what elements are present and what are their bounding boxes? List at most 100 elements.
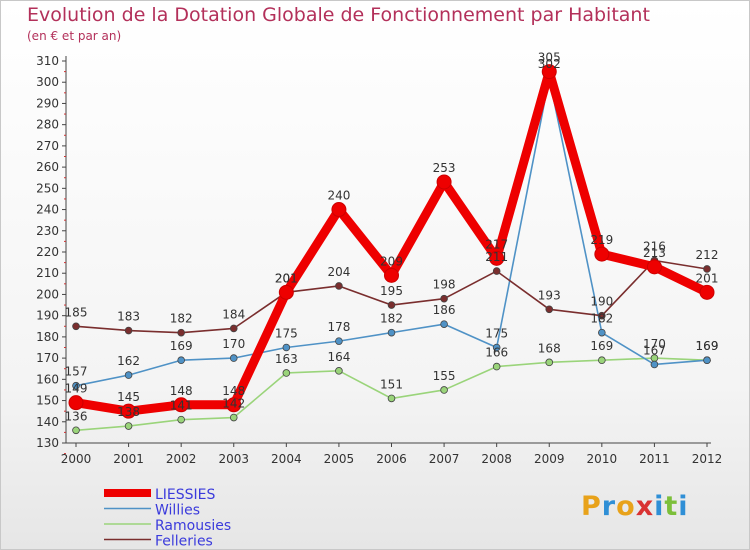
data-label-felleries: 195 bbox=[380, 284, 403, 298]
data-point-felleries bbox=[492, 267, 501, 275]
data-label-willies: 302 bbox=[538, 57, 561, 71]
data-point-ramousies bbox=[492, 362, 501, 371]
data-label-felleries: 212 bbox=[696, 248, 719, 262]
y-tick-label: 250 bbox=[36, 181, 59, 195]
y-tick-label: 190 bbox=[36, 309, 59, 323]
y-tick-label: 280 bbox=[36, 118, 59, 132]
data-label-liessies: 217 bbox=[485, 237, 508, 251]
data-point-felleries bbox=[72, 322, 80, 331]
data-point-willies bbox=[335, 337, 343, 345]
y-tick-label: 170 bbox=[36, 351, 59, 365]
data-label-liessies: 219 bbox=[590, 233, 613, 247]
data-point-felleries bbox=[440, 294, 448, 303]
x-tick-label: 2001 bbox=[113, 452, 144, 466]
data-label-ramousies: 166 bbox=[485, 346, 508, 360]
data-label-felleries: 182 bbox=[170, 312, 193, 326]
legend-label-felleries: Felleries bbox=[155, 534, 213, 550]
data-point-liessies bbox=[646, 259, 662, 275]
data-label-ramousies: 155 bbox=[433, 369, 456, 383]
data-label-willies: 182 bbox=[380, 312, 403, 326]
proxiti-logo: Proxiti bbox=[581, 491, 689, 522]
y-tick-label: 180 bbox=[36, 330, 59, 344]
data-point-willies bbox=[229, 354, 238, 362]
data-point-ramousies bbox=[177, 415, 185, 424]
data-point-willies bbox=[72, 381, 80, 390]
data-point-ramousies bbox=[545, 358, 554, 367]
x-tick-label: 2009 bbox=[534, 452, 565, 466]
data-label-felleries: 185 bbox=[65, 305, 88, 319]
chart-title: Evolution de la Dotation Globale de Fonc… bbox=[27, 4, 650, 26]
data-label-felleries: 216 bbox=[643, 239, 666, 253]
data-point-liessies bbox=[489, 250, 505, 266]
y-tick-label: 300 bbox=[36, 75, 59, 89]
logo-letter: x bbox=[635, 491, 655, 522]
data-label-willies: 170 bbox=[222, 337, 245, 351]
data-label-liessies: 213 bbox=[643, 246, 666, 260]
logo-letter: o bbox=[616, 491, 636, 522]
data-label-willies: 186 bbox=[433, 303, 456, 317]
data-point-liessies bbox=[541, 64, 557, 80]
y-tick-label: 260 bbox=[36, 160, 59, 174]
data-point-liessies bbox=[278, 284, 294, 300]
data-label-felleries: 184 bbox=[222, 307, 245, 321]
logo-letter: i bbox=[678, 491, 689, 522]
data-point-ramousies bbox=[598, 356, 606, 365]
data-point-willies bbox=[492, 343, 501, 352]
data-point-ramousies bbox=[124, 422, 133, 430]
y-tick-label: 160 bbox=[36, 372, 59, 386]
data-label-ramousies: 142 bbox=[222, 397, 245, 411]
data-label-ramousies: 169 bbox=[590, 339, 613, 353]
y-tick-label: 200 bbox=[36, 287, 59, 301]
data-label-liessies: 201 bbox=[696, 271, 719, 285]
data-label-felleries: 193 bbox=[538, 288, 561, 302]
data-point-willies bbox=[703, 356, 711, 365]
data-label-felleries: 190 bbox=[590, 295, 613, 309]
data-point-felleries bbox=[124, 326, 133, 335]
x-tick-label: 2011 bbox=[639, 452, 670, 466]
data-point-felleries bbox=[177, 328, 185, 337]
data-label-ramousies: 163 bbox=[275, 352, 298, 366]
data-label-felleries: 211 bbox=[485, 250, 508, 264]
x-tick-label: 2002 bbox=[166, 452, 197, 466]
data-point-felleries bbox=[598, 311, 606, 320]
data-label-ramousies: 151 bbox=[380, 377, 403, 391]
data-point-ramousies bbox=[335, 367, 343, 375]
data-label-felleries: 183 bbox=[117, 310, 140, 324]
data-label-liessies: 149 bbox=[65, 382, 88, 396]
data-point-ramousies bbox=[229, 413, 238, 422]
data-label-willies: 182 bbox=[590, 312, 613, 326]
data-point-ramousies bbox=[72, 426, 80, 435]
logo-letter: P bbox=[581, 491, 602, 522]
y-tick-label: 290 bbox=[36, 96, 59, 110]
data-label-liessies: 148 bbox=[222, 384, 245, 398]
data-label-willies: 162 bbox=[117, 354, 140, 368]
y-tick-label: 220 bbox=[36, 245, 59, 259]
legend-label-liessies: LIESSIES bbox=[155, 487, 216, 503]
legend-label-willies: Willies bbox=[155, 503, 200, 519]
data-point-ramousies bbox=[387, 394, 396, 403]
data-point-willies bbox=[124, 371, 133, 379]
data-point-ramousies bbox=[282, 369, 291, 377]
data-point-liessies bbox=[384, 267, 399, 283]
data-point-felleries bbox=[229, 324, 238, 333]
x-tick-label: 2005 bbox=[324, 452, 355, 466]
legend-label-ramousies: Ramousies bbox=[155, 518, 231, 534]
y-tick-label: 240 bbox=[36, 203, 59, 217]
x-tick-label: 2010 bbox=[587, 452, 618, 466]
data-label-liessies: 148 bbox=[170, 384, 193, 398]
data-label-ramousies: 168 bbox=[538, 341, 561, 355]
data-point-felleries bbox=[387, 301, 396, 309]
data-point-willies bbox=[598, 328, 606, 337]
y-tick-label: 230 bbox=[36, 224, 59, 238]
y-tick-label: 150 bbox=[36, 394, 59, 408]
data-point-willies bbox=[177, 356, 185, 365]
data-label-ramousies: 164 bbox=[327, 350, 350, 364]
data-label-ramousies: 136 bbox=[65, 409, 88, 423]
data-point-felleries bbox=[335, 282, 343, 290]
y-tick-label: 310 bbox=[36, 54, 59, 68]
data-point-liessies bbox=[436, 174, 452, 190]
data-label-liessies: 305 bbox=[538, 51, 561, 65]
data-label-willies: 157 bbox=[65, 365, 88, 379]
data-point-willies bbox=[440, 320, 448, 328]
